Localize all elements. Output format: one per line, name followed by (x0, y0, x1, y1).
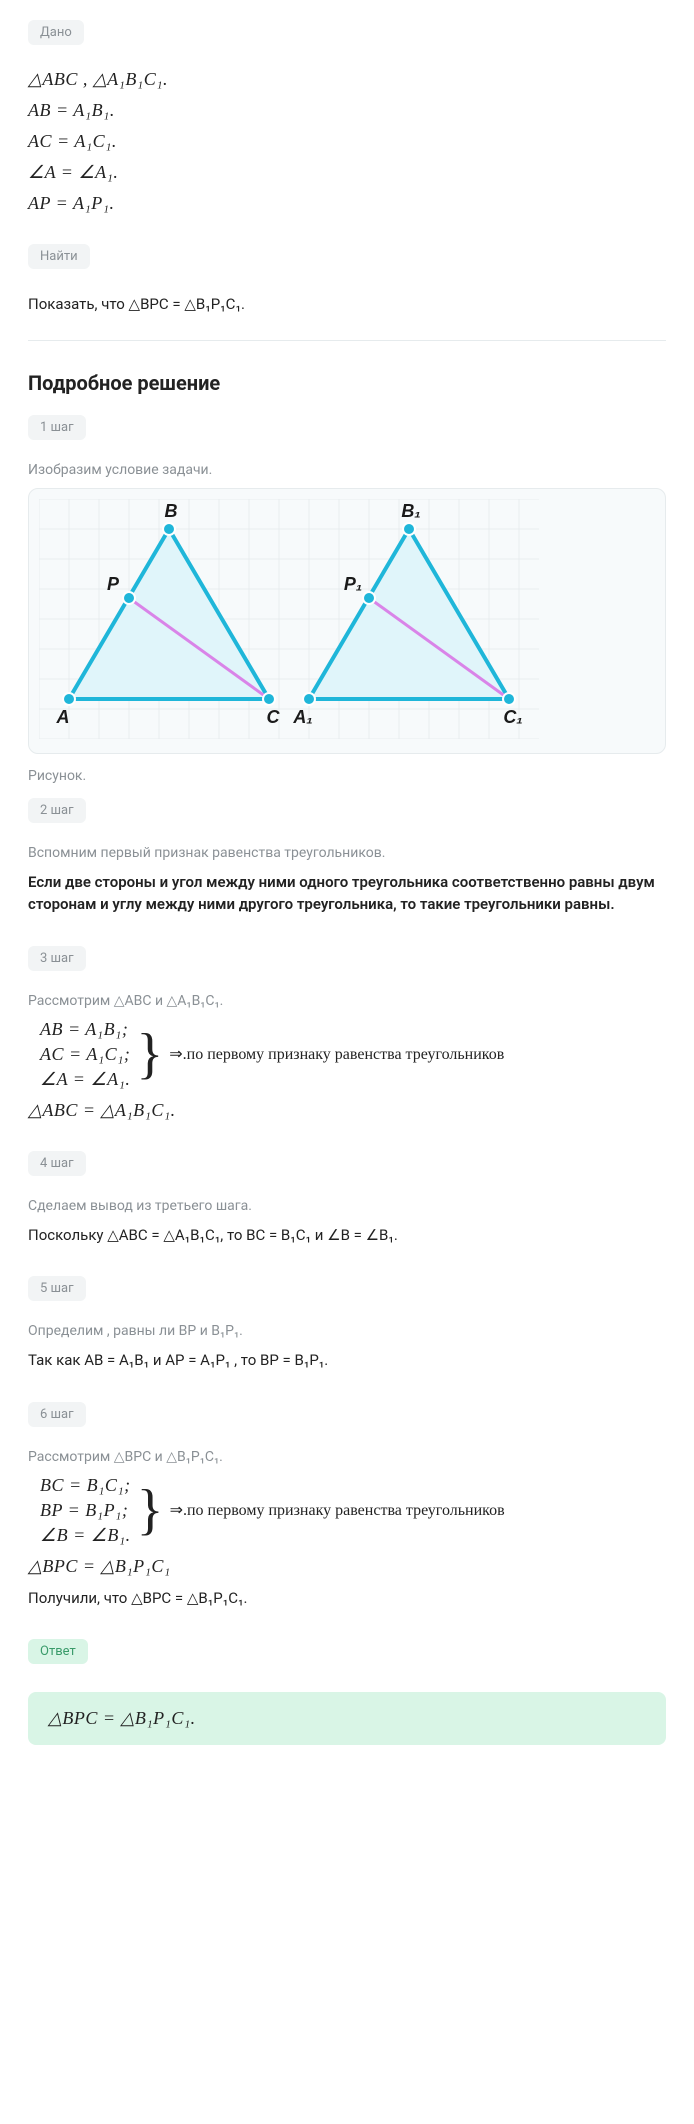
step2-intro: Вспомним первый признак равенства треуго… (28, 845, 666, 861)
given-badge: Дано (28, 20, 84, 45)
svg-text:A₁: A₁ (292, 707, 312, 727)
step6-br2: BP = B₁P₁; (40, 1500, 131, 1521)
brace-icon: } (136, 1029, 163, 1079)
step5-intro: Определим , равны ли BP и B₁P₁. (28, 1323, 666, 1339)
step3-br2: AC = A₁C₁; (40, 1044, 130, 1065)
step6-badge: 6 шаг (28, 1402, 86, 1427)
step6-br1: BC = B₁C₁; (40, 1475, 131, 1496)
step4-text: Поскольку △ABC = △A₁B₁C₁, то BC = B₁C₁ и… (28, 1224, 666, 1247)
step3-intro: Рассмотрим △ABC и △A₁B₁C₁. (28, 993, 666, 1009)
step3-br1: AB = A₁B₁; (40, 1019, 130, 1040)
answer-text: △BPC = △B₁P₁C₁. (48, 1708, 646, 1729)
svg-text:P₁: P₁ (344, 574, 362, 594)
step2-theorem: Если две стороны и угол между ними одног… (28, 871, 666, 916)
svg-text:B: B (165, 501, 178, 521)
step3-result: △ABC = △A₁B₁C₁. (28, 1100, 666, 1121)
step4-badge: 4 шаг (28, 1151, 86, 1176)
diagram-container: A B C P A₁ B₁ C₁ P₁ (28, 488, 666, 754)
brace-icon: } (137, 1485, 164, 1535)
step6-implies: ⇒.по первому признаку равенства треуголь… (170, 1500, 505, 1520)
given-line-4: ∠A = ∠A₁. (28, 162, 666, 183)
svg-text:A: A (56, 707, 70, 727)
answer-badge: Ответ (28, 1639, 88, 1664)
step1-badge: 1 шаг (28, 415, 86, 440)
step6-intro: Рассмотрим △BPC и △B₁P₁C₁. (28, 1449, 666, 1465)
svg-text:C₁: C₁ (503, 707, 522, 727)
divider (28, 340, 666, 341)
step4-intro: Сделаем вывод из третьего шага. (28, 1198, 666, 1214)
svg-text:C: C (267, 707, 281, 727)
svg-text:P: P (107, 574, 120, 594)
step1-text: Изобразим условие задачи. (28, 462, 666, 478)
given-line-3: AC = A₁C₁. (28, 131, 666, 152)
step6-br3: ∠B = ∠B₁. (40, 1525, 131, 1546)
geometry-diagram: A B C P A₁ B₁ C₁ P₁ (39, 499, 539, 739)
step3-implies: ⇒.по первому признаку равенства треуголь… (169, 1044, 504, 1064)
step6-final: Получили, что △BPC = △B₁P₁C₁. (28, 1587, 666, 1610)
find-badge: Найти (28, 244, 90, 269)
svg-text:B₁: B₁ (401, 501, 420, 521)
given-line-5: AP = A₁P₁. (28, 193, 666, 214)
step3-br3: ∠A = ∠A₁. (40, 1069, 130, 1090)
step5-text: Так как AB = A₁B₁ и AP = A₁P₁ , то BP = … (28, 1349, 666, 1372)
step6-result: △BPC = △B₁P₁C₁ (28, 1556, 666, 1577)
figure-caption: Рисунок. (28, 768, 666, 784)
answer-box: △BPC = △B₁P₁C₁. (28, 1692, 666, 1745)
given-line-2: AB = A₁B₁. (28, 100, 666, 121)
step3-brace-block: AB = A₁B₁; AC = A₁C₁; ∠A = ∠A₁. } ⇒.по п… (28, 1019, 666, 1090)
find-text: Показать, что △BPC = △B₁P₁C₁. (28, 293, 666, 316)
solution-title: Подробное решение (28, 371, 666, 395)
step6-brace-block: BC = B₁C₁; BP = B₁P₁; ∠B = ∠B₁. } ⇒.по п… (28, 1475, 666, 1546)
given-line-1: △ABC , △A₁B₁C₁. (28, 69, 666, 90)
step2-badge: 2 шаг (28, 798, 86, 823)
step3-badge: 3 шаг (28, 946, 86, 971)
step5-badge: 5 шаг (28, 1276, 86, 1301)
